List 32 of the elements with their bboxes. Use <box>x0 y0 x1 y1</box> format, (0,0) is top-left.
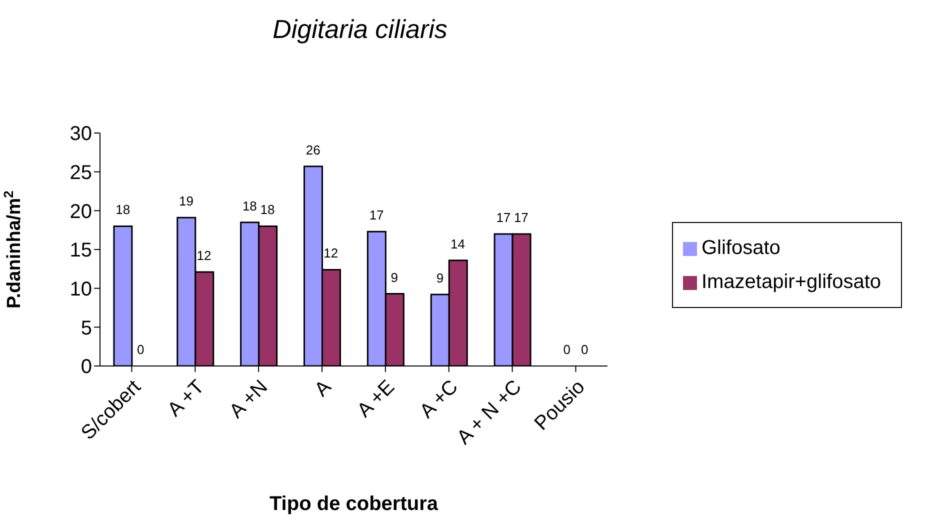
data-label: 19 <box>179 194 194 209</box>
data-label: 0 <box>136 342 144 357</box>
y-tick-label: 15 <box>70 240 92 262</box>
data-label: 17 <box>496 210 511 225</box>
data-label: 18 <box>242 198 257 214</box>
x-axis-title: Tipo de cobertura <box>269 493 439 515</box>
data-label: 9 <box>436 270 444 286</box>
data-label: 0 <box>581 342 588 357</box>
data-label: 12 <box>196 248 212 264</box>
x-tick-label: A <box>310 376 336 402</box>
y-tick-label: 10 <box>70 278 92 300</box>
data-label: 17 <box>369 208 384 223</box>
chart-title: Digitaria ciliaris <box>272 14 448 45</box>
data-label: 17 <box>514 210 528 225</box>
y-tick-label: 5 <box>80 317 92 340</box>
data-label: 18 <box>116 202 130 218</box>
x-tick-label: A +E <box>353 376 400 422</box>
data-label: 14 <box>450 236 465 252</box>
x-tick-label: A +C <box>416 376 462 423</box>
data-label: 26 <box>306 142 320 158</box>
legend-label: Glifosato <box>701 237 780 259</box>
x-tick-label: A +N <box>226 376 272 423</box>
y-tick-label: 25 <box>70 162 92 184</box>
x-tick-label: A +T <box>164 376 209 422</box>
data-label: 0 <box>563 342 570 357</box>
y-tick-label: 30 <box>70 123 92 146</box>
legend-label: Imazetapir+glifosato <box>701 271 881 293</box>
y-tick-label: 20 <box>70 200 92 223</box>
data-label: 18 <box>260 202 275 218</box>
y-tick-label: 0 <box>80 356 92 378</box>
data-label: 12 <box>324 246 338 261</box>
data-label: 9 <box>390 270 398 285</box>
